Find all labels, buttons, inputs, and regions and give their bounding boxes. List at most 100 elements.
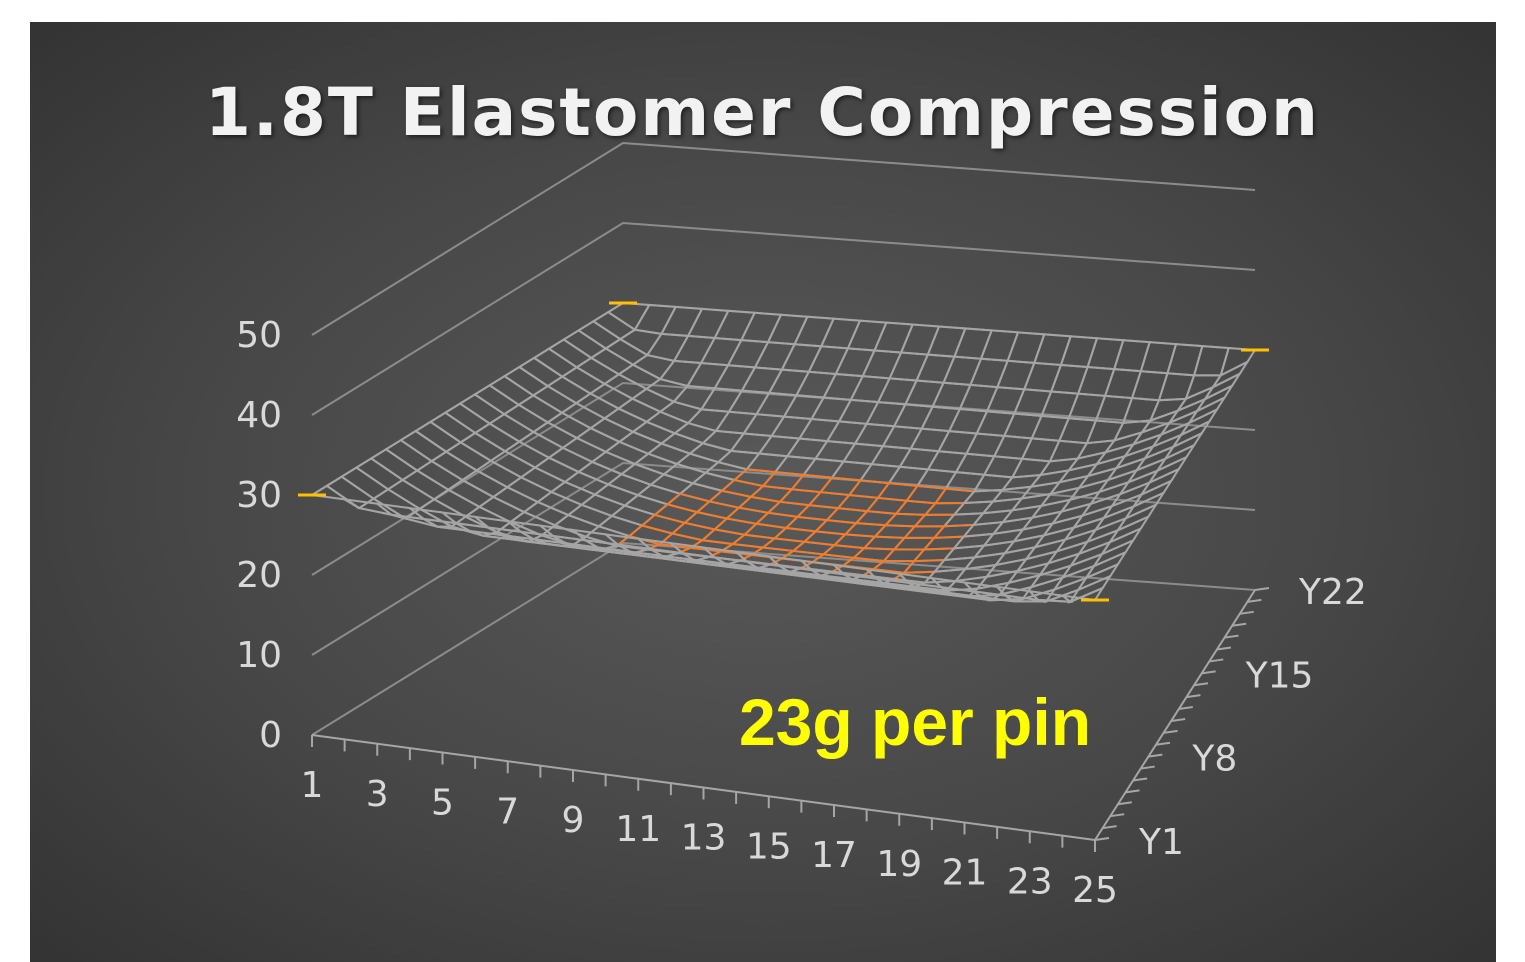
surface-cell (1138, 466, 1182, 497)
x-tick-label: 17 (811, 835, 857, 876)
y-tick-mark (1239, 610, 1254, 615)
surface-cell (1166, 343, 1204, 377)
surface-cell (1157, 372, 1196, 402)
surface-cell (1107, 514, 1151, 545)
surface-cell (1219, 346, 1257, 378)
surface-cell (1076, 365, 1116, 397)
gridlines (311, 141, 1256, 736)
x-tick-label: 7 (496, 791, 519, 832)
annotation-label: 23g per pin (739, 685, 1091, 759)
surface-cell (982, 455, 1024, 479)
surface-cell (1002, 412, 1043, 440)
surface-cell (1083, 550, 1129, 581)
y-tick-mark (1247, 598, 1262, 603)
y-tick-mark (1193, 682, 1209, 687)
y-tick-mark (1254, 587, 1270, 591)
surface-cell (926, 450, 969, 474)
y-tick-mark (1140, 765, 1155, 770)
surface-cell (569, 528, 622, 546)
surface-cell (344, 498, 393, 516)
z-tick-label: 10 (236, 635, 282, 676)
surface-cell (1122, 490, 1167, 521)
surface-cell (1020, 437, 1061, 463)
x-tick-label: 11 (615, 809, 661, 850)
x-tick-label: 3 (366, 774, 389, 815)
surface-cell (1154, 442, 1197, 474)
y-tick-mark (1224, 634, 1239, 639)
x-tick-label: 21 (942, 853, 988, 894)
surface-cell (992, 434, 1034, 460)
y-tick-mark (1155, 741, 1171, 746)
x-tick-label: 15 (746, 826, 792, 867)
y-tick-mark (1132, 777, 1148, 782)
y-tick-label: Y1 (1138, 822, 1184, 863)
surface-cell (937, 430, 979, 455)
y-tick-mark (1125, 789, 1140, 794)
z-tick-label: 40 (236, 395, 282, 436)
surface-cell (954, 452, 996, 476)
x-tick-label: 1 (301, 765, 324, 806)
surface-cell (1091, 538, 1136, 569)
x-tick-label: 13 (681, 818, 727, 859)
surface-cell (1115, 502, 1159, 533)
surface-cell (1194, 383, 1235, 414)
surface-cell (1184, 374, 1223, 401)
y-tick-mark (1178, 706, 1193, 711)
surface-cell (1103, 368, 1143, 400)
y-tick-label: Y8 (1191, 739, 1237, 780)
y-axis-line (1094, 589, 1256, 841)
surface-cell (1030, 414, 1071, 442)
x-tick-label: 5 (431, 783, 454, 824)
y-tick-mark (1117, 801, 1132, 806)
surface-cell (1049, 363, 1089, 395)
x-tick-label: 9 (562, 800, 585, 841)
z-tick-label: 20 (236, 555, 282, 596)
surface-cell (1112, 339, 1151, 373)
surface-cell (1130, 370, 1169, 402)
surface-cell (975, 410, 1016, 437)
z-tick-label: 30 (236, 475, 282, 516)
y-tick-mark (1186, 694, 1201, 699)
surface-cell (1139, 341, 1178, 375)
surface-cell (1162, 430, 1205, 462)
surface-cell (933, 487, 977, 505)
surface-cell (1146, 454, 1190, 486)
x-tick-label: 25 (1072, 870, 1118, 911)
surface-cell (1057, 417, 1098, 445)
z-gridline (311, 141, 1256, 336)
y-tick-mark (1110, 813, 1125, 818)
y-tick-mark (1216, 646, 1232, 651)
surface-cell (1186, 395, 1228, 426)
surface-cell (1050, 502, 1094, 526)
y-tick-mark (1209, 658, 1224, 663)
y-tick-mark (1163, 729, 1178, 734)
surface-cell (1178, 407, 1220, 438)
surface-cell (1192, 345, 1230, 377)
y-tick-label: Y15 (1245, 655, 1314, 696)
x-tick-label: 23 (1007, 861, 1053, 902)
z-tick-label: 50 (236, 315, 282, 356)
y-tick-mark (1171, 717, 1186, 722)
y-tick-mark (1232, 622, 1247, 627)
y-tick-mark (1201, 670, 1216, 675)
z-gridline (311, 301, 1256, 496)
y-tick-mark (1148, 753, 1163, 758)
y-tick-label: Y22 (1298, 572, 1367, 613)
chart-title: 1.8T Elastomer Compression (204, 74, 1321, 151)
z-gridline (311, 221, 1256, 416)
surface-cell (1099, 526, 1144, 557)
z-tick-label: 0 (259, 715, 282, 756)
surface-cell (1041, 514, 1085, 538)
surface-cell (964, 432, 1006, 458)
surface-cell (1202, 371, 1243, 402)
surface-cell (1086, 337, 1125, 371)
x-tick-label: 19 (876, 844, 922, 885)
y-tick-mark (1094, 837, 1110, 841)
y-tick-mark (1102, 825, 1117, 830)
surface-cell (898, 447, 941, 471)
surface-mesh (298, 301, 1269, 605)
surface-cell (894, 499, 938, 516)
chart-area (30, 22, 1496, 962)
